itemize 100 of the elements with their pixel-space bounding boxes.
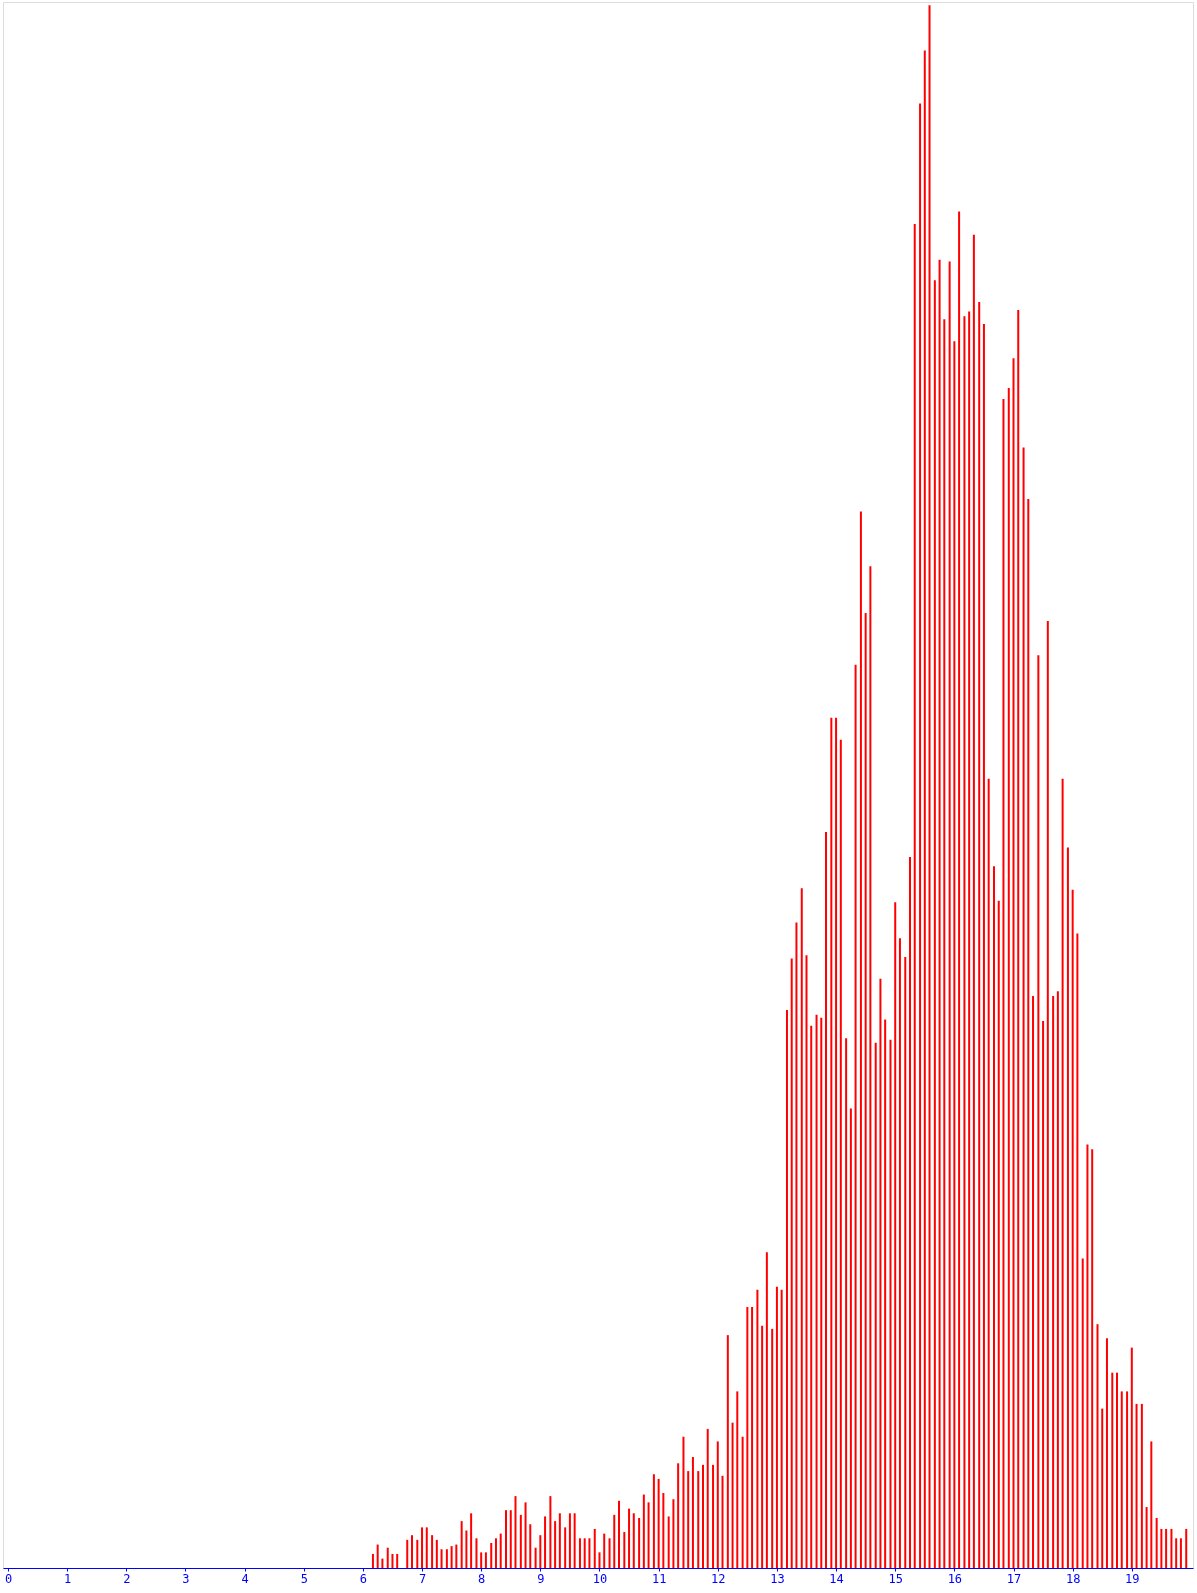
x-tick-label: 19: [1125, 1571, 1140, 1586]
bar: [1052, 995, 1055, 1568]
bar: [549, 1496, 552, 1568]
bar: [632, 1513, 635, 1568]
bar: [677, 1463, 680, 1568]
bar: [948, 261, 951, 1568]
bar: [435, 1539, 438, 1568]
bar: [588, 1538, 591, 1568]
bar: [539, 1535, 542, 1568]
x-tick-label: 17: [1006, 1571, 1022, 1586]
x-tick-label: 11: [651, 1571, 667, 1586]
bar: [431, 1535, 434, 1568]
bar: [751, 1307, 754, 1568]
bar: [647, 1502, 650, 1568]
bar: [499, 1533, 502, 1568]
bar: [519, 1514, 522, 1568]
bar: [1032, 995, 1035, 1568]
bar: [1056, 991, 1059, 1568]
bar: [652, 1474, 655, 1568]
bar: [859, 511, 862, 1568]
bar: [913, 223, 916, 1568]
bar: [1185, 1528, 1188, 1568]
bar: [869, 566, 872, 1568]
bar: [1061, 778, 1064, 1568]
bar: [1012, 358, 1015, 1568]
bar: [534, 1547, 537, 1568]
bar: [1071, 889, 1074, 1568]
bar: [573, 1513, 576, 1568]
bar: [963, 316, 966, 1568]
bar: [864, 613, 867, 1568]
bar: [662, 1492, 665, 1568]
bar: [1007, 388, 1010, 1568]
x-tick-label: 15: [888, 1571, 903, 1586]
bar: [805, 955, 808, 1568]
bar: [928, 5, 931, 1568]
bar: [830, 717, 833, 1568]
bar: [480, 1552, 483, 1568]
bar: [524, 1502, 527, 1568]
x-tick-label: 12: [711, 1571, 726, 1586]
bar: [1066, 847, 1069, 1568]
bar: [992, 866, 995, 1568]
bar: [672, 1499, 675, 1568]
bar: [455, 1544, 458, 1568]
bar: [1179, 1538, 1182, 1568]
bar: [1096, 1324, 1099, 1568]
bar: [371, 1553, 374, 1568]
bar: [568, 1513, 571, 1568]
bar: [1140, 1403, 1143, 1568]
bar: [1150, 1441, 1153, 1568]
bar: [1155, 1517, 1158, 1568]
bar: [386, 1547, 389, 1568]
bar: [712, 1464, 715, 1568]
bar: [800, 888, 803, 1568]
x-tick-label: 9: [537, 1571, 545, 1586]
bar: [564, 1527, 567, 1568]
bar: [978, 302, 981, 1568]
bar: [835, 717, 838, 1568]
bar: [593, 1528, 596, 1568]
bar: [898, 938, 901, 1568]
bar: [810, 1025, 813, 1568]
bar: [410, 1535, 413, 1568]
bar: [416, 1539, 419, 1568]
bar: [958, 211, 961, 1568]
bar: [1086, 1144, 1089, 1568]
bar: [716, 1441, 719, 1568]
bar: [1081, 1258, 1084, 1568]
bar: [376, 1544, 379, 1568]
bar: [1120, 1391, 1123, 1568]
bar: [682, 1436, 685, 1568]
bar: [642, 1494, 645, 1568]
x-tick-label: 14: [829, 1571, 844, 1586]
bar: [894, 902, 897, 1568]
bar: [470, 1513, 473, 1568]
bar: [554, 1521, 557, 1568]
bar: [982, 323, 985, 1568]
bar: [1145, 1507, 1148, 1568]
bar: [943, 319, 946, 1568]
bar: [1042, 1020, 1045, 1568]
bar: [1111, 1372, 1114, 1568]
bar: [460, 1521, 463, 1568]
bar: [529, 1524, 532, 1568]
bar: [904, 956, 907, 1568]
bar: [874, 1042, 877, 1568]
bar: [889, 1039, 892, 1568]
x-tick-label: 0: [4, 1571, 13, 1586]
bar: [618, 1500, 620, 1568]
bar: [657, 1478, 660, 1568]
bar: [879, 978, 882, 1568]
bar: [968, 311, 971, 1568]
bar: [450, 1546, 453, 1568]
bar: [815, 1014, 818, 1568]
bar: [638, 1517, 641, 1568]
bar: [406, 1539, 409, 1568]
x-tick-label: 2: [123, 1571, 131, 1586]
bar: [628, 1508, 631, 1568]
bar: [795, 922, 798, 1568]
bar: [1175, 1538, 1178, 1568]
bar: [820, 1017, 823, 1568]
bar: [1046, 620, 1049, 1568]
bar: [613, 1514, 616, 1568]
